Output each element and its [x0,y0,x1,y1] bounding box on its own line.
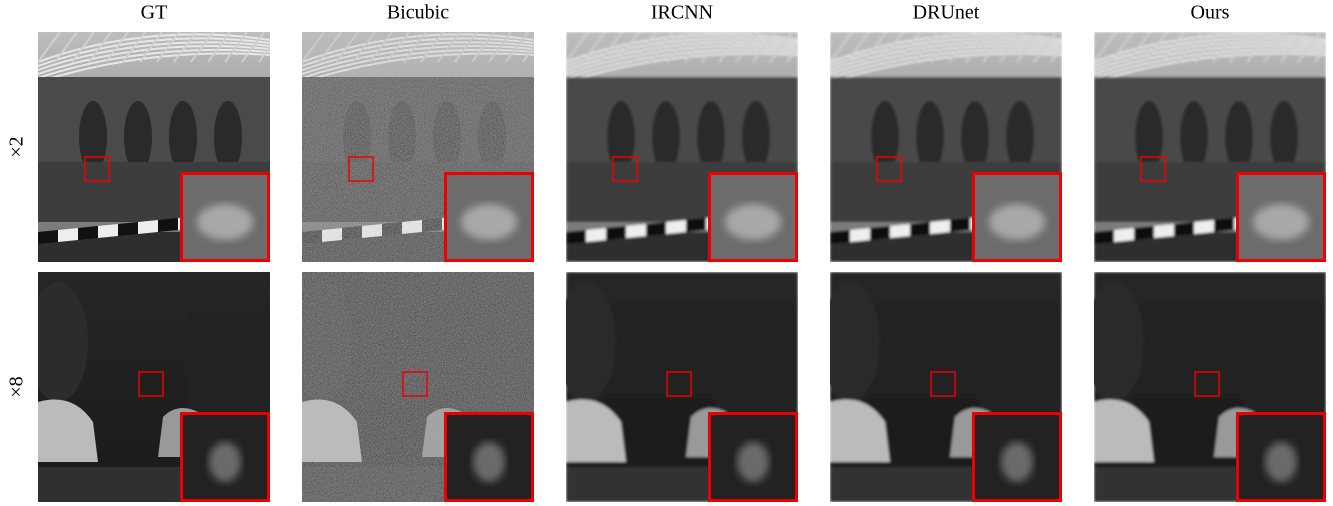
curb [950,218,970,232]
curb [1134,226,1154,240]
curb [870,226,890,240]
tree [1084,282,1144,402]
curb [1114,228,1134,242]
column-title: Bicubic [387,2,449,24]
curb [626,224,646,238]
curb [930,220,950,234]
zoom-detail [473,442,505,482]
zoom-detail [1265,442,1297,482]
curb [830,230,850,244]
curb [382,222,402,236]
column-title: Ours [1191,2,1230,24]
zoom-detail [725,204,781,240]
curb [138,220,158,234]
tree [28,282,88,402]
zoom-detail [197,204,253,240]
curb [402,220,422,234]
curb [158,218,178,232]
zoom-detail [1001,442,1033,482]
zoom-detail [737,442,769,482]
tree [292,282,352,402]
zoom-detail [1253,204,1309,240]
zoom-detail [209,442,241,482]
curb [1194,220,1214,234]
curb [606,226,626,240]
curb [890,224,910,238]
curb [1094,230,1114,244]
curb [686,218,706,232]
column-title: IRCNN [651,2,713,24]
curb [1154,224,1174,238]
curb [566,230,586,244]
curb [302,230,322,244]
curb [646,222,666,236]
curb [322,228,342,242]
zoom-detail [989,204,1045,240]
curb [78,226,98,240]
column-title: GT [141,2,168,24]
row-label: ×8 [6,376,28,397]
figure: GT Bicubic IRCNN DRUnet Ours ×2 ×8 [0,0,1333,506]
curb [586,228,606,242]
curb [666,220,686,234]
column-title: DRUnet [913,2,980,24]
curb [38,230,58,244]
curb [342,226,362,240]
curb [118,222,138,236]
curb [1214,218,1234,232]
curb [850,228,870,242]
row-label: ×2 [6,136,28,157]
curb [910,222,930,236]
curb [422,218,442,232]
curb [58,228,78,242]
zoom-detail [461,204,517,240]
tree [820,282,880,402]
curb [1174,222,1194,236]
tree [556,282,616,402]
curb [98,224,118,238]
curb [362,224,382,238]
